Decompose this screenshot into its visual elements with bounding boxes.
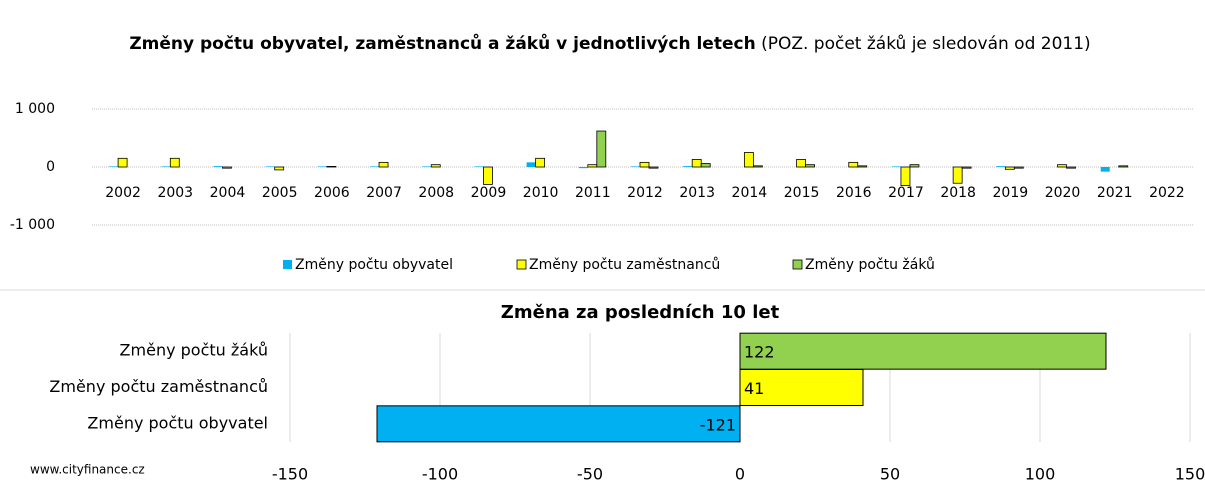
bar [631, 166, 640, 167]
y-tick-label: 0 [46, 159, 55, 175]
x-tick-label: 2004 [210, 185, 246, 201]
bar [526, 162, 536, 167]
chart-title: Změna za posledních 10 let [501, 302, 780, 323]
y-tick-label: Změny počtu obyvatel [87, 413, 268, 432]
y-tick-label: -1 000 [10, 217, 55, 233]
bar [909, 164, 920, 168]
bar [370, 166, 380, 167]
bar [265, 166, 275, 167]
bar [578, 167, 588, 169]
data-label: 122 [744, 343, 775, 362]
x-tick-label: 2010 [523, 185, 559, 201]
bar [109, 166, 119, 167]
bar [117, 157, 128, 168]
bar [274, 166, 285, 171]
bar [326, 166, 337, 168]
x-tick-label: 2002 [105, 185, 141, 201]
bar [1057, 164, 1067, 168]
bar [376, 405, 741, 443]
x-tick-label: 2014 [732, 185, 768, 201]
x-tick-label: -150 [272, 465, 308, 484]
x-tick-label: 2009 [471, 185, 507, 201]
bar [430, 164, 441, 168]
data-label: 41 [744, 379, 764, 398]
subtitle: (POZ. počet žáků je sledován od 2011) [761, 34, 1091, 54]
bar [805, 164, 815, 168]
bar [700, 163, 711, 168]
x-tick-label: 100 [1025, 465, 1056, 484]
x-tick-label: 2021 [1097, 185, 1133, 201]
x-tick-label: 2011 [575, 185, 611, 201]
bar [1004, 166, 1015, 170]
bar [739, 369, 864, 406]
bar [996, 166, 1006, 167]
bar [1013, 166, 1024, 169]
bar [743, 152, 754, 168]
bar [1100, 167, 1110, 172]
bar [752, 165, 763, 168]
bar [639, 161, 650, 168]
y-tick-label: Změny počtu zaměstnanců [49, 377, 268, 396]
x-tick-label: 2006 [314, 185, 350, 201]
bar [474, 166, 484, 167]
bar [422, 166, 432, 167]
legend-swatch [516, 259, 527, 270]
legend-swatch [792, 259, 803, 270]
x-tick-label: 2013 [679, 185, 715, 201]
legend-label: Změny počtu zaměstnanců [529, 257, 720, 273]
title: Změny počtu obyvatel, zaměstnanců a žáků… [129, 34, 756, 54]
bar [1066, 166, 1076, 169]
x-tick-label: 2016 [836, 185, 872, 201]
legend-label: Změny počtu obyvatel [295, 257, 453, 273]
legend-swatch [283, 260, 292, 269]
x-tick-label: 50 [880, 465, 900, 484]
bar [848, 161, 859, 168]
bar [691, 159, 702, 168]
bar [961, 166, 972, 169]
x-tick-label: 0 [735, 465, 745, 484]
x-tick-label: 150 [1175, 465, 1205, 484]
bar [1118, 165, 1129, 168]
x-tick-label: 2005 [262, 185, 298, 201]
bar [169, 157, 180, 168]
bar [222, 166, 232, 169]
x-tick-label: 2007 [366, 185, 402, 201]
x-tick-label: -100 [422, 465, 458, 484]
bar [891, 166, 901, 167]
chart-title: Změny počtu obyvatel, zaměstnanců a žáků… [120, 30, 1100, 59]
x-tick-label: 2017 [888, 185, 924, 201]
x-tick-label: 2019 [993, 185, 1029, 201]
bar [161, 166, 171, 167]
bar [952, 166, 963, 184]
legend-label: Změny počtu žáků [805, 257, 935, 273]
x-tick-label: 2003 [157, 185, 193, 201]
bar [648, 166, 659, 169]
bar [317, 166, 327, 167]
bar [796, 159, 806, 168]
x-tick-label: 2008 [418, 185, 454, 201]
bar [535, 157, 546, 168]
x-tick-label: 2020 [1045, 185, 1081, 201]
bar [900, 166, 911, 186]
bar [213, 166, 223, 167]
x-tick-label: -50 [577, 465, 603, 484]
x-tick-label: 2018 [940, 185, 976, 201]
bar [483, 166, 493, 185]
x-tick-label: 2015 [784, 185, 820, 201]
y-tick-label: 1 000 [15, 101, 55, 117]
bar [683, 166, 693, 167]
x-tick-label: 2022 [1149, 185, 1185, 201]
footer: www.cityfinance.cz [30, 463, 145, 477]
bar [739, 332, 1107, 370]
bar [857, 165, 868, 168]
bar [378, 161, 389, 168]
data-label: -121 [700, 415, 736, 434]
x-tick-label: 2012 [627, 185, 663, 201]
bar [587, 164, 598, 168]
y-tick-label: Změny počtu žáků [120, 341, 268, 360]
bar [596, 130, 607, 168]
